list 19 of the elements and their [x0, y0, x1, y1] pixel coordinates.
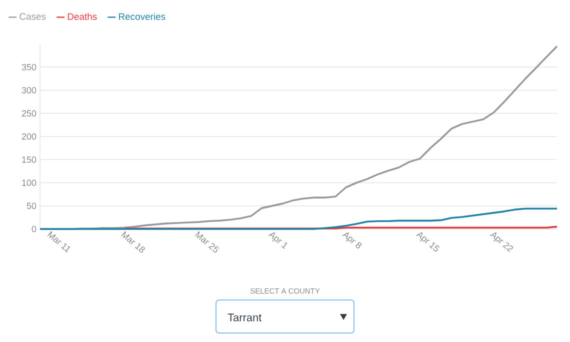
- x-tick-label: Apr 22: [490, 232, 514, 252]
- legend-label: Recoveries: [119, 13, 166, 20]
- x-tick-label: Apr 1: [268, 232, 288, 249]
- legend-label: Cases: [20, 13, 46, 20]
- x-tick-label: Mar 11: [47, 231, 70, 253]
- y-tick-label: 350: [22, 64, 36, 70]
- y-tick-label: 50: [26, 202, 36, 210]
- x-tick-label: Mar 25: [194, 231, 220, 252]
- y-tick-label: 200: [22, 133, 36, 140]
- x-tick-label: Apr 15: [416, 232, 440, 252]
- text: Tarrant: [228, 314, 262, 322]
- x-tick-label: Apr 8: [342, 232, 362, 248]
- x-tick-label: Mar 18: [121, 231, 145, 253]
- y-tick-label: 300: [22, 87, 36, 94]
- y-tick-label: 100: [22, 180, 36, 186]
- y-tick-label: 0: [32, 226, 36, 232]
- y-tick-label: 150: [22, 156, 36, 163]
- legend-label: Deaths: [68, 13, 97, 20]
- y-tick-label: 250: [22, 110, 36, 117]
